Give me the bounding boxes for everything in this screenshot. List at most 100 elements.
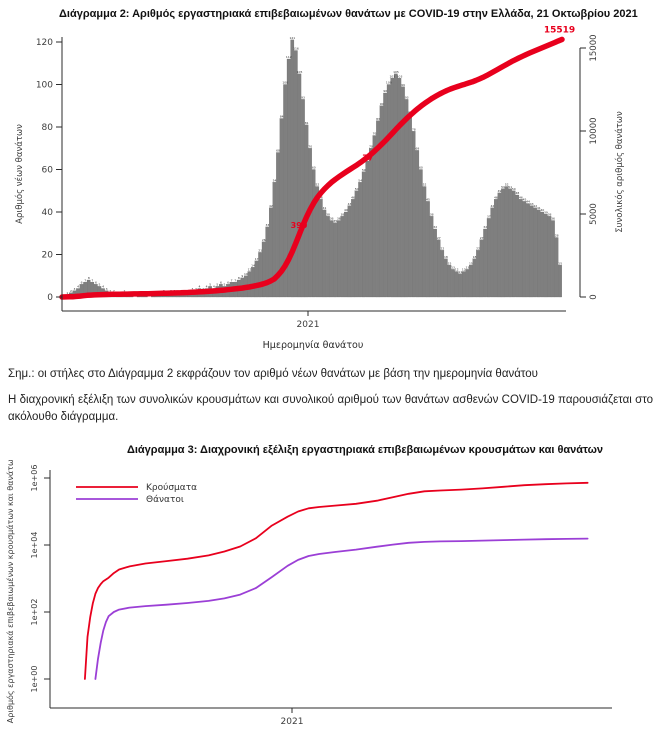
- svg-text:93: 93: [405, 96, 409, 100]
- right-axis-tick-label: 5000: [589, 203, 599, 225]
- svg-text:42: 42: [490, 204, 494, 208]
- svg-text:54: 54: [358, 178, 362, 182]
- svg-text:40: 40: [344, 208, 348, 212]
- series-line-cases: [84, 481, 589, 680]
- svg-text:46: 46: [494, 195, 498, 199]
- right-axis-tick-label: 10000: [589, 117, 599, 144]
- x-axis: [62, 310, 566, 316]
- cumulative-total-label: 15519: [544, 25, 575, 35]
- svg-text:4: 4: [213, 285, 215, 289]
- y-axis-tick-label: 1e+02: [30, 599, 39, 626]
- x-axis-tick-label: 2021: [297, 320, 320, 330]
- intro-paragraph: Η διαχρονική εξέλιξη των συνολικών κρουσ…: [8, 394, 653, 423]
- svg-text:15: 15: [448, 261, 452, 265]
- svg-text:78: 78: [412, 127, 416, 131]
- svg-text:5: 5: [216, 283, 218, 287]
- svg-text:12: 12: [462, 268, 466, 272]
- svg-text:39: 39: [544, 210, 548, 214]
- svg-text:6: 6: [95, 280, 97, 284]
- svg-text:32: 32: [433, 225, 437, 229]
- svg-text:390: 390: [291, 221, 308, 230]
- svg-text:103: 103: [397, 74, 403, 78]
- svg-text:8: 8: [88, 276, 90, 280]
- svg-text:7: 7: [91, 278, 93, 282]
- svg-text:99: 99: [401, 83, 405, 87]
- svg-text:121: 121: [289, 36, 295, 40]
- y-axis-tick-label: 1e+04: [30, 532, 39, 559]
- svg-text:3: 3: [106, 287, 108, 291]
- x-axis-tick-label: 2021: [281, 717, 304, 727]
- right-axis-title: Συνολικός αριθμός θανάτων: [614, 111, 625, 233]
- svg-text:103: 103: [389, 74, 395, 78]
- svg-text:100: 100: [36, 81, 53, 91]
- svg-text:68: 68: [276, 149, 280, 153]
- series-line-deaths: [94, 537, 589, 680]
- svg-text:54: 54: [273, 178, 277, 182]
- right-axis-tick-label: 0: [589, 294, 599, 299]
- svg-text:105: 105: [297, 70, 303, 74]
- svg-text:15: 15: [558, 261, 562, 265]
- svg-text:4: 4: [206, 285, 208, 289]
- svg-text:51: 51: [501, 185, 505, 189]
- svg-text:14: 14: [251, 263, 255, 267]
- svg-text:36: 36: [337, 217, 341, 221]
- chart3-title: Διάγραμμα 3: Διαχρονική εξέλιξη εργαστηρ…: [126, 444, 604, 456]
- svg-text:32: 32: [483, 225, 487, 229]
- svg-text:49: 49: [498, 189, 502, 193]
- right-axis-tick-label: 15000: [589, 34, 599, 61]
- svg-text:2: 2: [109, 289, 111, 293]
- svg-text:8: 8: [238, 276, 240, 280]
- svg-text:5: 5: [209, 283, 211, 287]
- svg-text:7: 7: [84, 278, 86, 282]
- svg-text:69: 69: [415, 147, 419, 151]
- svg-text:4: 4: [102, 285, 104, 289]
- chart2-note: Σημ.: οι στήλες στο Διάγραμμα 2 εκφράζου…: [8, 368, 538, 380]
- svg-text:33: 33: [265, 223, 269, 227]
- left-axis: [56, 37, 63, 311]
- svg-text:0: 0: [47, 293, 53, 303]
- svg-text:5: 5: [99, 283, 101, 287]
- svg-text:41: 41: [537, 206, 541, 210]
- svg-text:120: 120: [36, 38, 53, 48]
- svg-text:5: 5: [224, 283, 226, 287]
- right-axis: [579, 47, 586, 298]
- svg-text:13: 13: [451, 266, 455, 270]
- svg-text:41: 41: [323, 206, 327, 210]
- legend-label: Κρούσματα: [146, 482, 197, 493]
- svg-text:40: 40: [540, 208, 544, 212]
- svg-text:7: 7: [231, 278, 233, 282]
- svg-text:43: 43: [348, 202, 352, 206]
- svg-text:81: 81: [305, 121, 309, 125]
- svg-text:38: 38: [430, 212, 434, 216]
- svg-text:20: 20: [42, 251, 54, 261]
- svg-text:2: 2: [70, 289, 72, 293]
- svg-text:36: 36: [330, 217, 334, 221]
- svg-text:18: 18: [473, 255, 477, 259]
- svg-text:7: 7: [234, 278, 236, 282]
- left-axis-tick-labels: 0 20 40 60 80 100 120: [36, 38, 53, 303]
- svg-text:84: 84: [280, 115, 284, 119]
- svg-text:27: 27: [437, 236, 441, 240]
- svg-text:4: 4: [199, 285, 201, 289]
- svg-text:100: 100: [282, 81, 288, 85]
- svg-text:6: 6: [227, 280, 229, 284]
- svg-text:70: 70: [369, 144, 373, 148]
- svg-text:105: 105: [393, 70, 399, 74]
- svg-text:112: 112: [286, 55, 292, 59]
- svg-text:3: 3: [191, 287, 193, 291]
- svg-text:27: 27: [480, 236, 484, 240]
- svg-text:2: 2: [113, 289, 115, 293]
- svg-text:13: 13: [465, 266, 469, 270]
- x-axis-title: Ημερομηνία θανάτου: [263, 340, 364, 351]
- svg-text:12: 12: [455, 268, 459, 272]
- svg-text:21: 21: [258, 249, 262, 253]
- svg-text:83: 83: [376, 117, 380, 121]
- svg-text:45: 45: [426, 198, 430, 202]
- svg-text:80: 80: [42, 123, 54, 133]
- svg-text:18: 18: [444, 255, 448, 259]
- svg-text:11: 11: [458, 270, 462, 274]
- svg-text:59: 59: [362, 168, 366, 172]
- svg-text:42: 42: [533, 204, 537, 208]
- svg-text:6: 6: [220, 280, 222, 284]
